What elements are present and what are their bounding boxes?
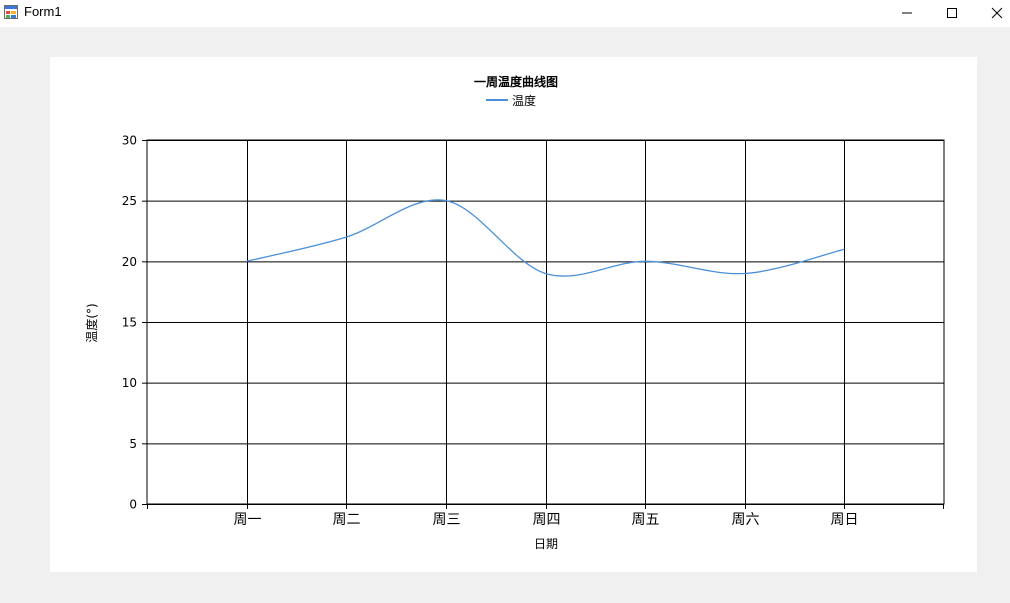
window-title: Form1 — [24, 4, 62, 19]
x-tick-label: 周五 — [632, 512, 660, 528]
y-tick-label: 5 — [129, 437, 137, 451]
x-tick-label: 周四 — [533, 512, 561, 528]
x-tick-label: 周一 — [234, 512, 262, 528]
x-tick-label: 周六 — [732, 512, 760, 528]
y-tick-label: 20 — [122, 255, 137, 269]
title-bar[interactable]: Form1 — [0, 0, 1010, 27]
form-app-icon — [4, 5, 18, 19]
axis-layer: 0 5 10 15 20 25 30 周一 周二 周三 周四 周五 周六 周日 — [122, 134, 944, 528]
y-tick-label: 30 — [122, 134, 137, 148]
y-axis-label: 温度(°) — [84, 303, 99, 342]
y-tick-label: 10 — [122, 376, 137, 390]
minimize-icon — [902, 12, 912, 14]
series-layer — [246, 199, 845, 277]
chart-panel: 一周温度曲线图 温度 0 5 10 15 20 25 30 周一 周二 周三 周四 周五 周六 周日 日期… — [50, 57, 977, 572]
x-tick-label: 周三 — [433, 512, 461, 528]
minimize-button[interactable] — [884, 0, 930, 27]
x-tick-label: 周日 — [831, 512, 859, 528]
legend-label: 温度 — [512, 93, 536, 108]
legend: 温度 — [486, 93, 536, 108]
chart-title: 一周温度曲线图 — [474, 74, 558, 89]
maximize-icon — [947, 8, 957, 18]
maximize-button[interactable] — [929, 0, 975, 27]
x-axis-label: 日期 — [534, 537, 558, 551]
y-tick-label: 0 — [129, 498, 137, 512]
grid-layer — [146, 139, 945, 505]
close-icon — [991, 7, 1003, 19]
line-chart: 一周温度曲线图 温度 0 5 10 15 20 25 30 周一 周二 周三 周四 周五 周六 周日 日期… — [84, 74, 945, 551]
series-line — [246, 199, 845, 277]
close-button[interactable] — [974, 0, 1010, 27]
y-tick-label: 25 — [122, 194, 137, 208]
y-tick-label: 15 — [122, 316, 137, 330]
x-tick-label: 周二 — [333, 512, 361, 528]
